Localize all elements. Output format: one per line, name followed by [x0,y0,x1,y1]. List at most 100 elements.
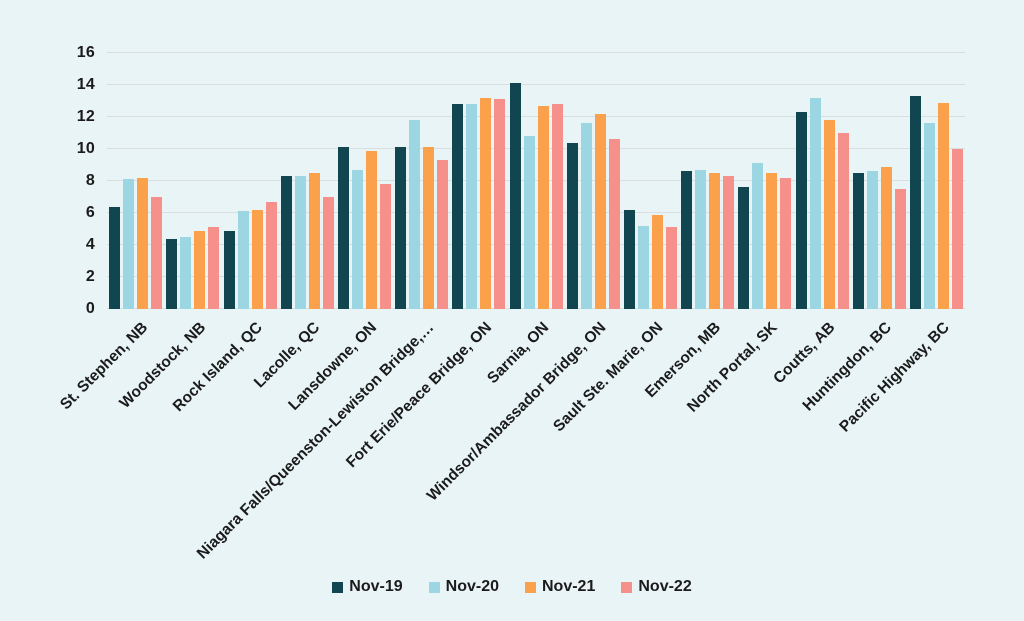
bar-nov-22 [780,177,792,309]
bar-nov-19 [509,83,521,309]
bar-group [279,53,336,309]
bar-nov-22 [208,227,220,309]
bar-nov-20 [351,169,363,309]
grid-line [107,212,965,213]
bar-nov-19 [109,206,121,309]
legend-item: Nov-19 [332,578,403,596]
bar-nov-20 [523,136,535,309]
plot-area [107,52,965,309]
bar-nov-20 [123,179,135,309]
bar-group [908,53,965,309]
bar-nov-20 [409,120,421,309]
bar-group [164,53,221,309]
bar-nov-19 [623,209,635,309]
bar-group [450,53,507,309]
bar-nov-19 [681,171,693,309]
grid-line [107,52,965,53]
bar-nov-22 [665,227,677,309]
bar-nov-20 [809,97,821,309]
legend-label: Nov-22 [638,578,692,595]
legend-swatch [428,581,440,593]
bar-nov-22 [437,160,449,309]
x-axis-label-text: Pacific Highway, BC [835,319,953,436]
grid-line [107,84,965,85]
grid-line [107,180,965,181]
grid-line [107,116,965,117]
bar-nov-19 [738,187,750,309]
bar-nov-22 [894,189,906,309]
bar-group [851,53,908,309]
y-tick-label: 2 [85,268,95,285]
bar-group [221,53,278,309]
bar-group [622,53,679,309]
grid-line [107,308,965,309]
bar-nov-20 [294,176,306,309]
y-tick-label: 14 [76,76,95,93]
bar-nov-20 [637,225,649,309]
bar-nov-22 [322,197,334,309]
bar-nov-20 [180,237,192,309]
bar-nov-20 [752,163,764,309]
y-tick-label: 12 [76,108,95,125]
bar-group [736,53,793,309]
bar-nov-21 [651,214,663,309]
bar-nov-21 [937,102,949,309]
x-axis-labels: St. Stephen, NB Woodstock, NB Rock Island,… [57,309,965,562]
legend-label: Nov-19 [349,578,403,595]
bar-nov-19 [566,142,578,309]
bar-nov-19 [795,112,807,309]
bar-nov-22 [837,133,849,309]
bar-group [565,53,622,309]
y-tick-label: 10 [76,140,95,157]
grid-line [107,244,965,245]
legend-swatch [621,581,633,593]
bar-nov-21 [537,105,549,309]
bar-nov-20 [866,171,878,309]
bar-group [393,53,450,309]
bar-group [679,53,736,309]
bar-nov-21 [423,147,435,309]
bar-groups [107,53,965,309]
bar-nov-21 [766,173,778,309]
bar-nov-19 [852,173,864,309]
legend: Nov-19 Nov-20 Nov-21 Nov-22 [0,578,1024,596]
bar-nov-21 [594,113,606,309]
bar-nov-22 [151,197,163,309]
bar-nov-21 [137,177,149,309]
legend-swatch [525,581,536,593]
legend-item: Nov-21 [525,578,595,596]
bar-nov-19 [223,230,235,309]
grid-line [107,276,965,277]
bar-group [107,53,164,309]
y-tick-label: 4 [85,236,95,253]
bar-nov-19 [909,96,921,309]
bar-nov-19 [395,147,407,309]
legend-label: Nov-21 [542,578,596,595]
y-tick-label: 8 [85,172,95,189]
bar-nov-21 [308,173,320,309]
bar-nov-22 [265,201,277,309]
y-tick-label: 16 [76,44,95,61]
bar-nov-21 [365,150,377,309]
bar-group [336,53,393,309]
bar-nov-22 [723,176,735,309]
bar-nov-21 [823,120,835,309]
bar-group [793,53,850,309]
bar-nov-21 [709,173,721,309]
bar-nov-19 [452,104,464,309]
y-tick-label: 6 [85,204,95,221]
legend-item: Nov-20 [428,578,499,596]
bar-nov-22 [951,149,963,309]
x-axis-label-text: Sault Ste. Marie, ON [550,319,667,436]
bar-nov-20 [580,123,592,309]
bar-nov-19 [166,238,178,309]
bar-nov-21 [194,230,206,309]
y-axis: 0 2 4 6 8 10 12 14 16 [0,0,95,621]
bar-nov-20 [237,211,249,309]
bar-group [507,53,564,309]
legend-item: Nov-22 [621,578,692,596]
legend-label: Nov-20 [445,578,499,595]
y-tick-label: 0 [85,300,95,317]
bar-nov-20 [695,169,707,309]
